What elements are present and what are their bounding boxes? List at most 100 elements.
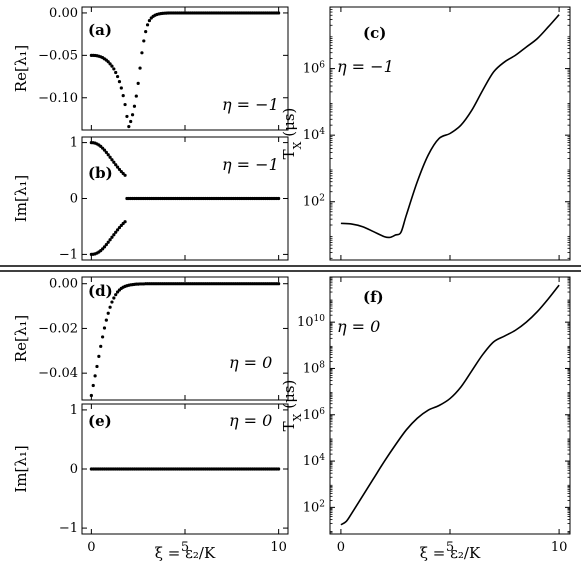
- data-point: [121, 94, 125, 98]
- data-point: [277, 282, 281, 286]
- data-point: [127, 125, 131, 129]
- data-point: [101, 335, 105, 339]
- y-tick-label: 106: [303, 61, 326, 77]
- y-tick-label: 102: [303, 194, 325, 210]
- y-tick-label: −0.05: [38, 48, 78, 63]
- data-point: [99, 344, 103, 348]
- data-point: [102, 245, 107, 249]
- data-point: [93, 374, 97, 378]
- panel-e: 0 5 1010−1Im[λ₁]ξ = ε₂/K(e) η = 0: [12, 403, 289, 562]
- y-axis-label: TX (μs): [280, 380, 304, 432]
- y-axis-label: Re[λ₁]: [12, 315, 30, 362]
- panel-a: 0.00 −0.05 −0.10 Re[λ₁] (a) η = −1: [12, 6, 289, 131]
- data-point: [115, 74, 120, 79]
- data-point: [112, 233, 116, 237]
- data-point: [140, 51, 144, 55]
- panel-f: 0 5 10 102 104 106 108 1010 TX (μs) ξ = ε₂/K (f) η …: [280, 276, 571, 562]
- data-point: [104, 150, 108, 154]
- data-point: [134, 94, 138, 98]
- data-point: [114, 70, 118, 75]
- eta-annotation: η = 0: [229, 353, 272, 372]
- data-point: [123, 102, 127, 107]
- data-point: [108, 155, 112, 159]
- eta-annotation: η = 0: [337, 317, 380, 336]
- tx-curve: [340, 284, 560, 526]
- y-tick-label: 0.00: [49, 6, 78, 21]
- x-tick-label: 0: [87, 540, 95, 555]
- data-point: [110, 235, 114, 239]
- x-tick-label: 5: [181, 540, 189, 555]
- y-axis-label: Re[λ₁]: [12, 45, 30, 92]
- data-point: [114, 293, 118, 297]
- data-point: [147, 18, 152, 23]
- panel-label: (b): [88, 164, 113, 182]
- data-point: [95, 364, 99, 369]
- y-tick-label: 0: [70, 192, 78, 207]
- eta-annotation: η = −1: [222, 95, 279, 114]
- eta-annotation: η = −1: [222, 155, 279, 174]
- panel-label: (d): [88, 282, 113, 300]
- data-point: [89, 393, 93, 398]
- panel-label: (f): [363, 288, 384, 306]
- y-tick-label: −0.02: [38, 321, 78, 336]
- y-axis-label: Im[λ₁]: [12, 445, 30, 492]
- y-tick-label: 104: [303, 127, 326, 143]
- eta-annotation: η = 0: [229, 411, 272, 430]
- data-point: [129, 119, 133, 124]
- x-tick-label: 10: [270, 540, 287, 555]
- y-tick-label: −1: [59, 247, 78, 262]
- y-tick-label: 106: [303, 407, 326, 423]
- panel-label: (e): [88, 412, 112, 430]
- y-tick-label: 1: [70, 136, 78, 151]
- y-tick-label: 108: [303, 360, 326, 376]
- y-tick-label: 102: [303, 499, 325, 515]
- panel-label: (a): [88, 21, 112, 39]
- data-point: [123, 220, 127, 224]
- data-point: [138, 66, 142, 70]
- data-point: [106, 60, 110, 64]
- x-axis-label: ξ = ε₂/K: [155, 544, 216, 562]
- y-tick-label: 104: [303, 453, 326, 469]
- y-tick-label: 1010: [297, 314, 325, 330]
- data-point: [115, 165, 120, 169]
- y-axis-label: Im[λ₁]: [12, 175, 30, 222]
- data-point: [97, 354, 101, 358]
- y-tick-label: 1: [70, 403, 78, 418]
- data-point: [110, 64, 114, 68]
- data-point: [114, 163, 118, 167]
- data-point: [110, 158, 114, 162]
- data-point: [91, 383, 95, 388]
- panel-b: 1 0 −1 Im[λ₁] (b) η = −1: [12, 136, 289, 262]
- data-point: [106, 153, 110, 157]
- data-point: [119, 86, 123, 90]
- x-axis-label: ξ = ε₂/K: [420, 544, 481, 562]
- y-tick-label: 0.00: [49, 277, 78, 292]
- data-point: [130, 113, 135, 117]
- data-point: [112, 296, 116, 300]
- data-point: [117, 225, 122, 230]
- data-point: [106, 240, 110, 244]
- data-point: [277, 196, 281, 201]
- data-point: [277, 11, 281, 15]
- data-point: [104, 243, 108, 247]
- data-point: [102, 326, 107, 330]
- data-point: [142, 39, 146, 43]
- x-tick-label: 10: [551, 540, 568, 555]
- panel-c: 102 104 106 TX (μs) (c) η = −1: [280, 6, 571, 261]
- eta-annotation: η = −1: [337, 57, 394, 76]
- data-point: [112, 67, 116, 71]
- data-point: [102, 148, 107, 152]
- axes-frame: [81, 276, 289, 401]
- data-point: [136, 81, 140, 85]
- x-tick-label: 0: [337, 540, 345, 555]
- y-tick-label: −0.10: [38, 91, 78, 106]
- tx-curve: [340, 14, 560, 239]
- panel-d: 0.00 −0.02 −0.04 Re[λ₁] (d) η = 0: [12, 276, 289, 401]
- data-point: [277, 467, 281, 471]
- panel-label: (c): [363, 24, 386, 42]
- data-point: [106, 311, 110, 315]
- x-tick-label: 5: [446, 540, 454, 555]
- data-point: [115, 228, 120, 232]
- data-point: [123, 173, 127, 177]
- data-point: [108, 238, 112, 242]
